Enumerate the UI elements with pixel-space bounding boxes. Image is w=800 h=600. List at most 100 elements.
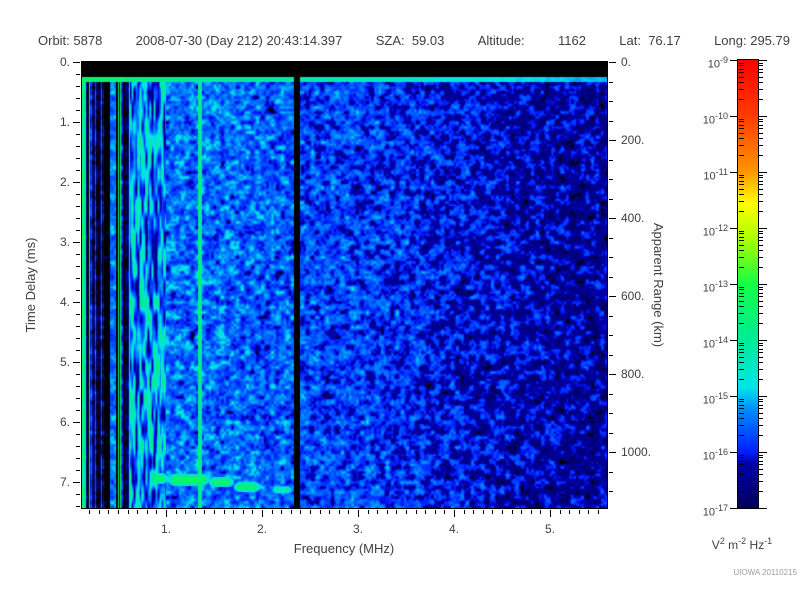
y2-minor-tick xyxy=(609,491,613,492)
colorbar-minor-tick-right xyxy=(758,118,763,120)
colorbar-minor-tick-right xyxy=(758,236,763,238)
colorbar-minor-tick-left xyxy=(739,348,744,350)
colorbar-minor-tick-right xyxy=(758,313,763,315)
x-minor-tick xyxy=(98,510,100,514)
x-minor-tick xyxy=(463,510,465,514)
colorbar-minor-tick-right xyxy=(758,250,763,252)
colorbar-minor-tick-right xyxy=(758,418,763,420)
y-major-tick xyxy=(73,482,80,483)
colorbar-minor-tick-left xyxy=(739,379,744,381)
colorbar-minor-tick-right xyxy=(758,362,763,364)
y-minor-tick xyxy=(76,134,80,135)
colorbar-major-tick-left xyxy=(730,228,737,229)
y2-major-tick xyxy=(609,296,616,297)
y-tick-label: 7. xyxy=(59,475,70,489)
colorbar-minor-tick-left xyxy=(739,244,744,246)
y2-major-tick xyxy=(609,62,616,63)
x-tick-label: 4. xyxy=(448,522,459,536)
y2-minor-tick xyxy=(609,471,613,473)
colorbar-minor-tick-left xyxy=(739,233,744,235)
colorbar-minor-tick-right xyxy=(758,76,763,78)
y2-tick-label: 200. xyxy=(621,133,645,147)
y-major-tick xyxy=(73,302,80,303)
y2-minor-tick xyxy=(609,257,613,258)
colorbar-minor-tick-right xyxy=(758,99,763,101)
x-minor-tick xyxy=(310,510,311,514)
y2-tick-label: 400. xyxy=(621,211,645,225)
y-minor-tick xyxy=(76,410,80,411)
x-minor-tick xyxy=(338,510,340,514)
colorbar-minor-tick-left xyxy=(739,68,744,70)
colorbar-minor-tick-left xyxy=(739,435,744,437)
colorbar-minor-tick-right xyxy=(758,138,763,140)
y-minor-tick xyxy=(76,494,80,495)
colorbar-minor-tick-left xyxy=(739,128,744,130)
y2-minor-tick xyxy=(609,354,613,356)
colorbar-minor-tick-left xyxy=(739,155,744,157)
x-major-tick xyxy=(358,510,359,517)
x-minor-tick xyxy=(569,510,571,514)
x-tick-label: 1. xyxy=(160,522,171,536)
y-minor-tick xyxy=(76,110,80,111)
y-minor-tick xyxy=(76,254,80,255)
colorbar-minor-tick-right xyxy=(758,454,763,456)
x-minor-tick xyxy=(271,510,273,514)
colorbar-minor-tick-right xyxy=(758,289,763,291)
colorbar-minor-tick-left xyxy=(739,296,744,298)
x-axis-label: Frequency (MHz) xyxy=(293,541,395,556)
colorbar-minor-tick-right xyxy=(758,240,763,242)
x-minor-tick xyxy=(137,510,139,514)
colorbar-minor-tick-left xyxy=(739,300,744,302)
colorbar-minor-tick-left xyxy=(739,236,744,238)
y-tick-label: 3. xyxy=(59,235,70,249)
y-major-tick xyxy=(73,62,80,63)
colorbar-tick-label: 10-13 xyxy=(702,279,728,295)
y-major-tick xyxy=(73,362,80,363)
y-minor-tick xyxy=(76,206,80,207)
colorbar-minor-tick-right xyxy=(758,233,763,235)
x-minor-tick xyxy=(300,510,302,514)
x-minor-tick xyxy=(492,510,494,514)
y-minor-tick xyxy=(76,446,80,447)
colorbar-minor-tick-left xyxy=(739,201,744,203)
colorbar-major-tick-right xyxy=(758,172,767,173)
colorbar-major-tick-right xyxy=(758,228,767,229)
colorbar-minor-tick-right xyxy=(758,460,763,462)
y-minor-tick xyxy=(76,326,80,327)
colorbar-minor-tick-right xyxy=(758,379,763,381)
colorbar-minor-tick-right xyxy=(758,345,763,347)
header-datetime: 2008-07-30 (Day 212) 20:43:14.397 xyxy=(135,33,343,48)
x-major-tick xyxy=(454,510,455,517)
colorbar-tick-label: 10-9 xyxy=(707,55,728,71)
y2-minor-tick xyxy=(609,159,613,161)
y2-minor-tick xyxy=(609,335,613,336)
colorbar-tick-label: 10-11 xyxy=(703,167,728,183)
x-minor-tick xyxy=(396,510,398,514)
y-tick-label: 1. xyxy=(59,115,70,129)
colorbar-tick-label: 10-15 xyxy=(702,391,728,407)
colorbar-minor-tick-right xyxy=(758,468,763,470)
y-minor-tick xyxy=(76,86,80,87)
colorbar-minor-tick-right xyxy=(758,184,763,186)
colorbar-minor-tick-left xyxy=(739,121,744,123)
colorbar-minor-tick-right xyxy=(758,352,763,354)
y-minor-tick xyxy=(76,470,80,471)
y2-tick-label: 0. xyxy=(621,55,632,69)
x-minor-tick xyxy=(521,510,523,514)
colorbar-minor-tick-right xyxy=(758,177,763,179)
colorbar-tick-label: 10-14 xyxy=(702,335,728,351)
y-tick-label: 0. xyxy=(59,55,70,69)
y-minor-tick xyxy=(76,98,80,99)
x-minor-tick xyxy=(242,510,244,514)
colorbar-minor-tick-right xyxy=(758,267,763,269)
y-minor-tick xyxy=(76,386,80,387)
colorbar-major-tick-left xyxy=(730,116,737,117)
x-minor-tick xyxy=(223,510,225,514)
x-minor-tick xyxy=(146,510,148,514)
colorbar-minor-tick-left xyxy=(739,491,744,493)
colorbar-major-tick-left xyxy=(730,452,737,453)
y-minor-tick xyxy=(76,230,80,231)
y-minor-tick xyxy=(76,266,80,267)
colorbar-minor-tick-right xyxy=(758,425,763,427)
